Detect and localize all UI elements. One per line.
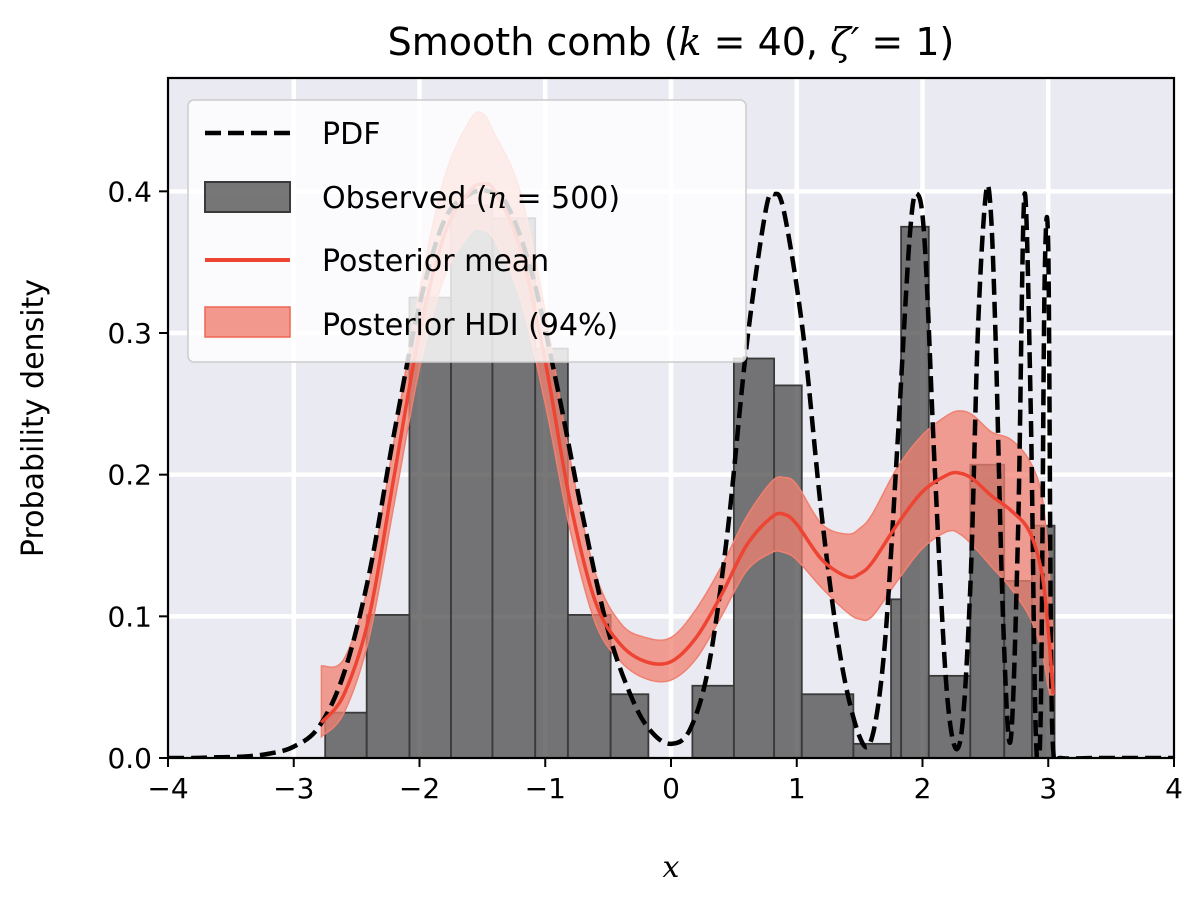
histogram-bar-15 <box>927 674 972 758</box>
legend: PDF Observed (n = 500) Posterior mean Po… <box>187 99 747 363</box>
y-axis-label: Probability density <box>16 279 51 557</box>
x-tick-label-6: 2 <box>914 772 932 805</box>
x-axis-ticks: −4 −3 −2 −1 0 1 2 3 4 <box>147 758 1183 805</box>
y-axis-ticks: 0.0 0.1 0.2 0.3 0.4 <box>107 175 168 775</box>
histogram-bar-1 <box>365 614 411 758</box>
posterior-hdi-band <box>320 111 1055 739</box>
legend-observed-label: Observed (n = 500) <box>322 181 620 216</box>
y-tick-label-1: 0.1 <box>107 600 152 633</box>
histogram-bar-7 <box>609 693 650 758</box>
y-tick-label-2: 0.2 <box>107 459 152 492</box>
legend-observed-swatch <box>204 181 291 213</box>
histogram-bar-10 <box>773 384 803 758</box>
x-tick-label-0: −4 <box>147 772 188 805</box>
x-tick-label-3: −1 <box>525 772 566 805</box>
legend-box <box>187 99 747 363</box>
legend-hdi-label: Posterior HDI (94%) <box>322 308 618 343</box>
y-tick-label-3: 0.3 <box>107 317 152 350</box>
histogram-bar-11 <box>800 693 855 758</box>
histogram-bar-8 <box>691 684 735 758</box>
chart-title: Smooth comb (k = 40, ζ′ = 1) <box>388 20 955 64</box>
y-tick-label-4: 0.4 <box>107 175 152 208</box>
x-tick-label-1: −3 <box>273 772 314 805</box>
y-tick-label-0: 0.0 <box>107 742 152 775</box>
histogram-bar-12 <box>852 742 892 758</box>
legend-hdi-swatch <box>204 306 291 338</box>
histogram-bar-13 <box>890 598 903 758</box>
legend-pdf-label: PDF <box>322 117 380 152</box>
x-tick-label-2: −2 <box>399 772 440 805</box>
legend-mean-label: Posterior mean <box>322 244 549 279</box>
x-tick-label-8: 4 <box>1165 772 1183 805</box>
x-tick-label-4: 0 <box>662 772 680 805</box>
x-tick-label-5: 1 <box>788 772 806 805</box>
x-tick-label-7: 3 <box>1039 772 1057 805</box>
x-axis-label: x <box>663 850 680 885</box>
